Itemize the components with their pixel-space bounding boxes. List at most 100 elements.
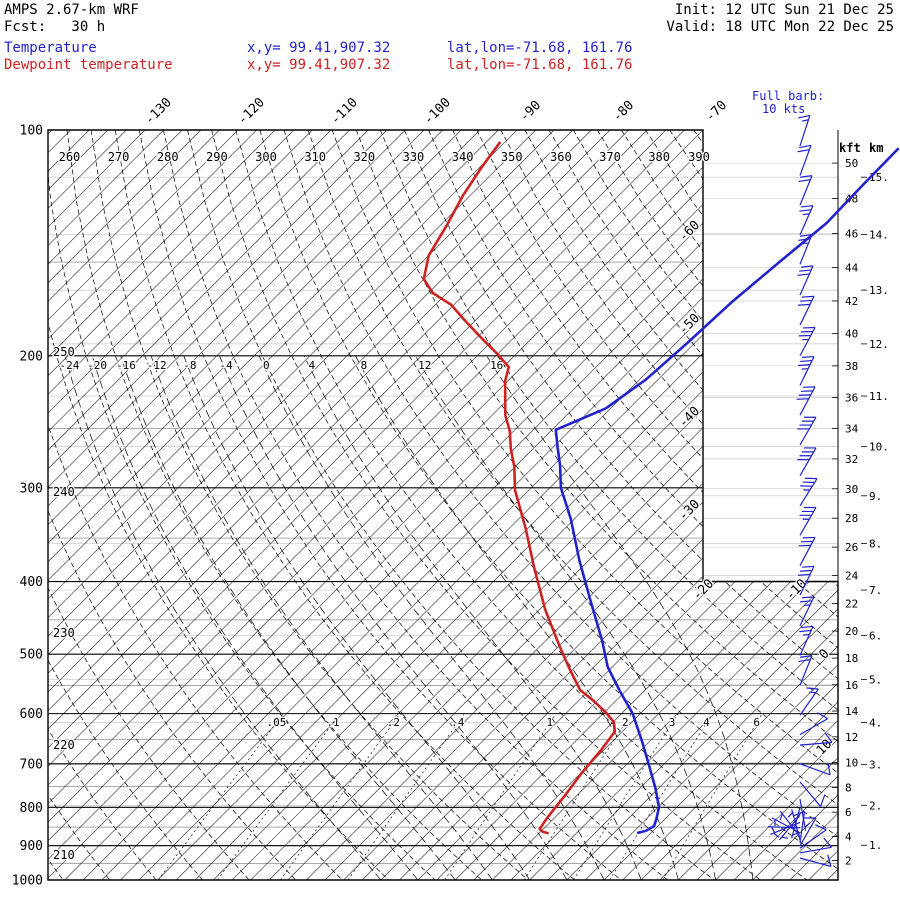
svg-text:.2: .2 [387, 716, 400, 729]
svg-text:42: 42 [845, 295, 858, 308]
svg-text:-4: -4 [219, 359, 233, 372]
svg-text:1.: 1. [869, 839, 882, 852]
svg-text:210: 210 [53, 848, 75, 862]
wind-barb [799, 687, 819, 716]
dewpoint-latlon: lat,lon=-71.68, 161.76 [447, 57, 633, 73]
svg-text:1000: 1000 [12, 874, 43, 889]
svg-text:4: 4 [308, 359, 315, 372]
svg-text:200: 200 [20, 349, 43, 364]
wind-barb [799, 837, 832, 854]
svg-text:300: 300 [255, 150, 277, 164]
svg-text:240: 240 [53, 485, 75, 499]
svg-text:290: 290 [206, 150, 228, 164]
svg-text:250: 250 [53, 345, 75, 359]
wind-barb [798, 565, 815, 596]
svg-text:8: 8 [845, 781, 852, 794]
svg-text:-70: -70 [703, 98, 730, 125]
svg-text:-16: -16 [116, 359, 136, 372]
svg-text:6: 6 [845, 806, 852, 819]
svg-text:-24: -24 [60, 359, 80, 372]
svg-text:.4: .4 [451, 716, 465, 729]
svg-text:26: 26 [845, 541, 858, 554]
svg-text:9.: 9. [869, 490, 882, 503]
svg-text:Full barb:: Full barb: [752, 89, 824, 103]
svg-text:50: 50 [845, 157, 858, 170]
svg-text:260: 260 [59, 150, 81, 164]
svg-text:10: 10 [845, 756, 858, 769]
temperature-xy: x,y= 99.41,907.32 [247, 40, 391, 56]
wind-barb [799, 506, 817, 536]
svg-text:370: 370 [599, 150, 621, 164]
svg-text:.05: .05 [266, 716, 286, 729]
model-title: AMPS 2.67-km WRF [4, 2, 139, 18]
svg-text:320: 320 [353, 150, 375, 164]
svg-text:18: 18 [845, 652, 858, 665]
svg-text:-10: -10 [783, 576, 810, 603]
pressure-lines-50 [48, 261, 838, 864]
svg-text:-20: -20 [690, 576, 717, 603]
svg-text:34: 34 [845, 422, 859, 435]
svg-text:10: 10 [814, 737, 836, 759]
svg-text:3: 3 [669, 716, 676, 729]
svg-text:400: 400 [20, 575, 43, 590]
svg-text:28: 28 [845, 512, 858, 525]
svg-text:10 kts: 10 kts [762, 102, 805, 116]
svg-text:-110: -110 [328, 95, 361, 128]
svg-text:8: 8 [361, 359, 368, 372]
svg-text:-130: -130 [142, 95, 175, 128]
svg-text:330: 330 [403, 150, 425, 164]
theta-labels: 260 270 280 290 300 310 320 330 340 350 360 370 380 3… [52, 149, 762, 864]
svg-text:14.: 14. [869, 229, 889, 242]
wind-barb [799, 732, 833, 746]
svg-text:14: 14 [845, 705, 859, 718]
svg-text:-20: -20 [87, 359, 107, 372]
svg-text:10.: 10. [869, 441, 889, 454]
isotherms [48, 130, 838, 880]
init-time: Init: 12 UTC Sun 21 Dec 25 [674, 2, 894, 18]
wind-barb [799, 625, 814, 656]
wind-barb [798, 175, 813, 206]
svg-text:16: 16 [845, 679, 858, 692]
svg-text:100: 100 [20, 124, 43, 139]
svg-text:340: 340 [452, 150, 474, 164]
wind-barb [797, 144, 812, 176]
dry-adiabats [48, 130, 838, 880]
svg-text:-12: -12 [147, 359, 167, 372]
dewpoint-legend: Dewpoint temperature [4, 57, 173, 73]
svg-text:390: 390 [688, 150, 710, 164]
wind-barb [798, 326, 816, 357]
wind-barb [797, 416, 817, 446]
svg-text:4.: 4. [869, 716, 882, 729]
svg-text:-30: -30 [676, 497, 703, 524]
svg-text:2: 2 [845, 855, 852, 868]
forecast-hour: Fcst: 30 h [4, 19, 106, 35]
svg-text:350: 350 [501, 150, 523, 164]
svg-text:500: 500 [20, 648, 43, 663]
wind-barb [767, 826, 801, 833]
svg-text:5.: 5. [869, 673, 882, 686]
svg-text:40: 40 [845, 328, 858, 341]
wind-barb [797, 265, 814, 296]
svg-text:16: 16 [490, 359, 503, 372]
wind-barbs [767, 114, 833, 867]
svg-text:-120: -120 [235, 95, 268, 128]
svg-text:6: 6 [753, 716, 760, 729]
svg-text:46: 46 [845, 227, 858, 240]
svg-text:4: 4 [845, 831, 852, 844]
svg-text:270: 270 [108, 150, 130, 164]
svg-text:2: 2 [622, 716, 629, 729]
svg-text:44: 44 [845, 261, 859, 274]
wind-barb [798, 114, 811, 147]
wind-barb [799, 817, 817, 846]
svg-text:12: 12 [845, 731, 858, 744]
svg-text:11.: 11. [869, 390, 889, 403]
wind-barb [798, 655, 813, 686]
plot-border [47, 129, 839, 881]
svg-text:-90: -90 [517, 98, 544, 125]
svg-text:kft: kft [839, 141, 861, 155]
svg-text:12.: 12. [869, 338, 889, 351]
wind-barb [796, 386, 816, 416]
svg-text:-60: -60 [676, 218, 703, 245]
